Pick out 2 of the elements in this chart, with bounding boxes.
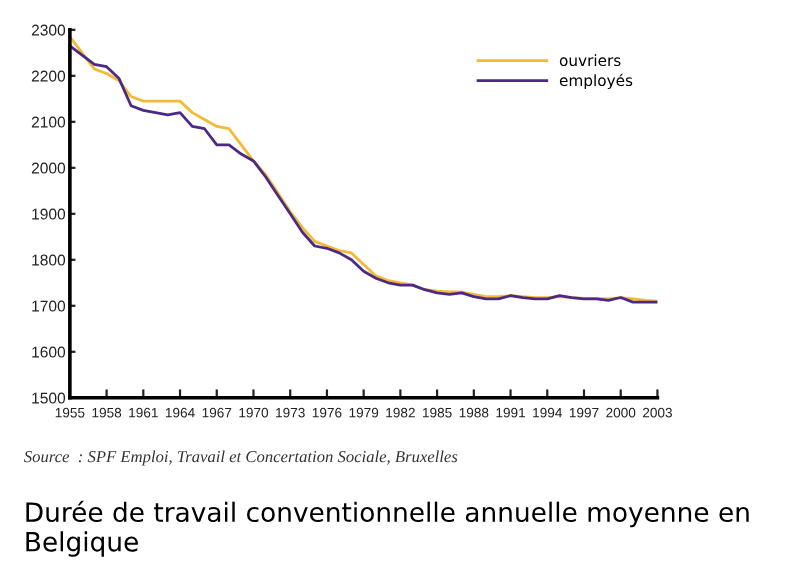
source-note: Source : SPF Emploi, Travail et Concertation Sociale, Bruxelles [24, 450, 458, 466]
text: Durée de travail conventionnelle annuelle moyenne en Belgique [26, 500, 749, 557]
